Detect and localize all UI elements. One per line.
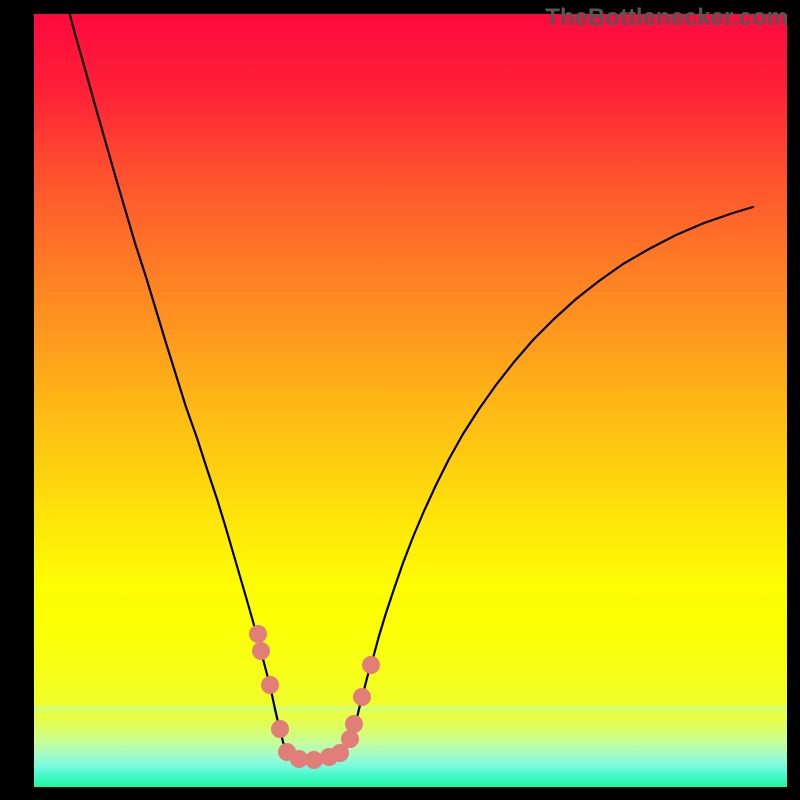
watermark-text: TheBottlenecker.com: [545, 4, 788, 32]
highlight-dot: [249, 625, 267, 643]
highlight-dot: [271, 720, 289, 738]
highlight-dot: [261, 676, 279, 694]
highlight-dot: [252, 642, 270, 660]
highlight-dot: [345, 715, 363, 733]
highlight-dot: [353, 688, 371, 706]
gradient-background: [34, 14, 787, 787]
plot-area: [34, 14, 787, 787]
highlight-dot: [362, 656, 380, 674]
highlight-dot: [305, 751, 323, 769]
chart-svg: [34, 14, 787, 787]
